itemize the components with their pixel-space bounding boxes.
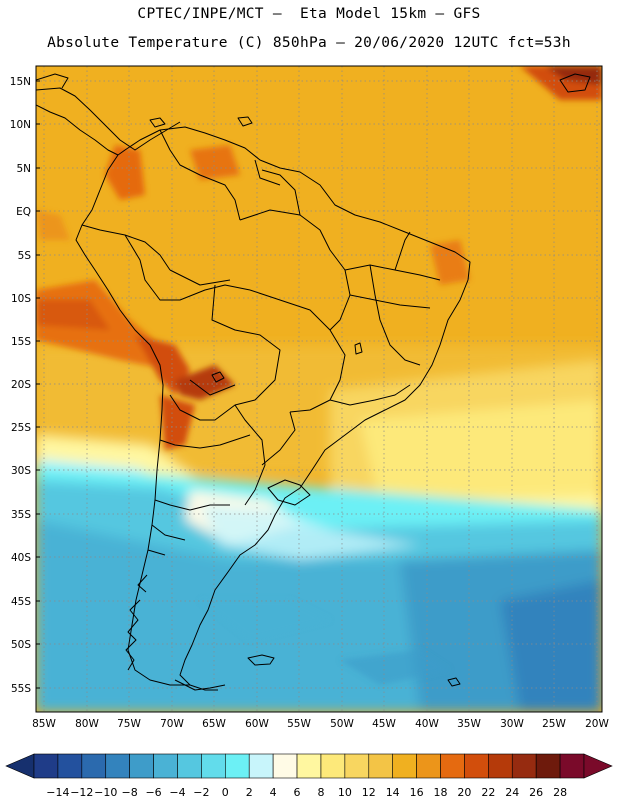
- colorbar-swatch: [33, 753, 59, 779]
- colorbar-swatch: [272, 753, 298, 779]
- colorbar-swatch: [177, 753, 202, 779]
- chart-title-line1: CPTEC/INPE/MCT — Eta Model 15km — GFS: [137, 6, 481, 22]
- longitude-labels: 85W 80W 75W 70W 65W 60W 55W 50W 45W 40W 35W 30W 25W 2…: [32, 718, 609, 730]
- lon-label-50w: 50W: [330, 718, 354, 730]
- lon-label-60w: 60W: [245, 718, 269, 730]
- colorbar-label: −8: [122, 786, 138, 799]
- lon-label-55w: 55W: [287, 718, 311, 730]
- colorbar-swatch: [105, 753, 130, 779]
- lon-label-35w: 35W: [457, 718, 481, 730]
- colorbar-swatch: [320, 753, 346, 779]
- colorbar-label: 16: [410, 786, 424, 799]
- colorbar-labels: −14 −12 −10 −8 −6 −4 −2 0 2 4 6 8 10 12 14 16 18 20 22 24 26…: [46, 786, 567, 799]
- lat-label-5s: 5S: [18, 250, 32, 262]
- colorbar-label: −6: [145, 786, 161, 799]
- map-frame: [35, 65, 603, 713]
- lon-label-80w: 80W: [75, 718, 99, 730]
- colorbar-swatch: [535, 753, 561, 779]
- colorbar-label: 18: [434, 786, 448, 799]
- colorbar-swatch: [368, 753, 393, 779]
- colorbar-label: 10: [338, 786, 352, 799]
- lat-label-10n: 10N: [10, 119, 31, 131]
- colorbar-swatch: [201, 753, 226, 779]
- lat-label-55s: 55S: [11, 683, 31, 695]
- colorbar-swatch: [416, 753, 441, 779]
- lat-label-15n: 15N: [10, 76, 31, 88]
- lat-label-30s: 30S: [11, 465, 31, 477]
- colorbar-label: 14: [386, 786, 400, 799]
- lat-label-15s: 15S: [11, 336, 31, 348]
- colorbar-label: 2: [246, 786, 253, 799]
- colorbar-label: −10: [94, 786, 117, 799]
- lat-label-35s: 35S: [11, 509, 31, 521]
- colorbar-swatch: [248, 753, 274, 779]
- lon-label-75w: 75W: [117, 718, 141, 730]
- continent-outline: [36, 73, 591, 691]
- temperature-field: [36, 66, 602, 712]
- lat-label-20s: 20S: [11, 379, 31, 391]
- lat-label-5n: 5N: [16, 163, 31, 175]
- colorbar-swatch: [296, 753, 322, 779]
- colorbar-label: 0: [222, 786, 229, 799]
- colorbar-swatch: [81, 753, 107, 779]
- lon-label-20w: 20W: [585, 718, 609, 730]
- chart-title-line2: Absolute Temperature (C) 850hPa — 20/06/…: [47, 35, 571, 51]
- colorbar-label: 4: [270, 786, 277, 799]
- lat-label-40s: 40S: [11, 552, 31, 564]
- colorbar-swatch: [464, 753, 489, 779]
- colorbar-label: 8: [317, 786, 324, 799]
- lat-label-25s: 25S: [11, 422, 31, 434]
- colorbar-right-arrow: [583, 753, 613, 779]
- lon-label-45w: 45W: [372, 718, 396, 730]
- colorbar-label: 12: [362, 786, 376, 799]
- lon-label-30w: 30W: [500, 718, 524, 730]
- latitude-labels: 15N 10N 5N EQ 5S 10S 15S 20S 25S 30S 35S 40S 45S 50S 5…: [10, 76, 32, 695]
- colorbar-left-arrow: [5, 753, 35, 779]
- colorbar: [5, 753, 613, 779]
- colorbar-label: 28: [553, 786, 567, 799]
- colorbar-swatch: [440, 753, 465, 779]
- colorbar-swatch: [57, 753, 83, 779]
- colorbar-swatch: [153, 753, 178, 779]
- colorbar-swatch: [511, 753, 537, 779]
- colorbar-swatch: [225, 753, 250, 779]
- colorbar-label: 26: [529, 786, 543, 799]
- colorbar-swatch: [559, 753, 585, 779]
- colorbar-label: 20: [457, 786, 471, 799]
- colorbar-swatch: [488, 753, 513, 779]
- axis-ticks: [36, 80, 40, 689]
- lat-label-10s: 10S: [11, 293, 31, 305]
- lon-label-85w: 85W: [32, 718, 56, 730]
- colorbar-swatch: [344, 753, 370, 779]
- lon-label-40w: 40W: [415, 718, 439, 730]
- colorbar-label: −4: [169, 786, 185, 799]
- colorbar-label: −12: [70, 786, 93, 799]
- colorbar-label: −2: [193, 786, 209, 799]
- colorbar-label: 6: [294, 786, 301, 799]
- colorbar-label: 22: [481, 786, 495, 799]
- colorbar-label: −14: [46, 786, 69, 799]
- colorbar-label: 24: [505, 786, 519, 799]
- lon-label-25w: 25W: [542, 718, 566, 730]
- lat-label-45s: 45S: [11, 596, 31, 608]
- lon-label-70w: 70W: [160, 718, 184, 730]
- colorbar-swatch: [129, 753, 154, 779]
- lon-label-65w: 65W: [202, 718, 226, 730]
- colorbar-swatch: [392, 753, 417, 779]
- lat-label-50s: 50S: [11, 639, 31, 651]
- lat-label-eq: EQ: [16, 206, 31, 218]
